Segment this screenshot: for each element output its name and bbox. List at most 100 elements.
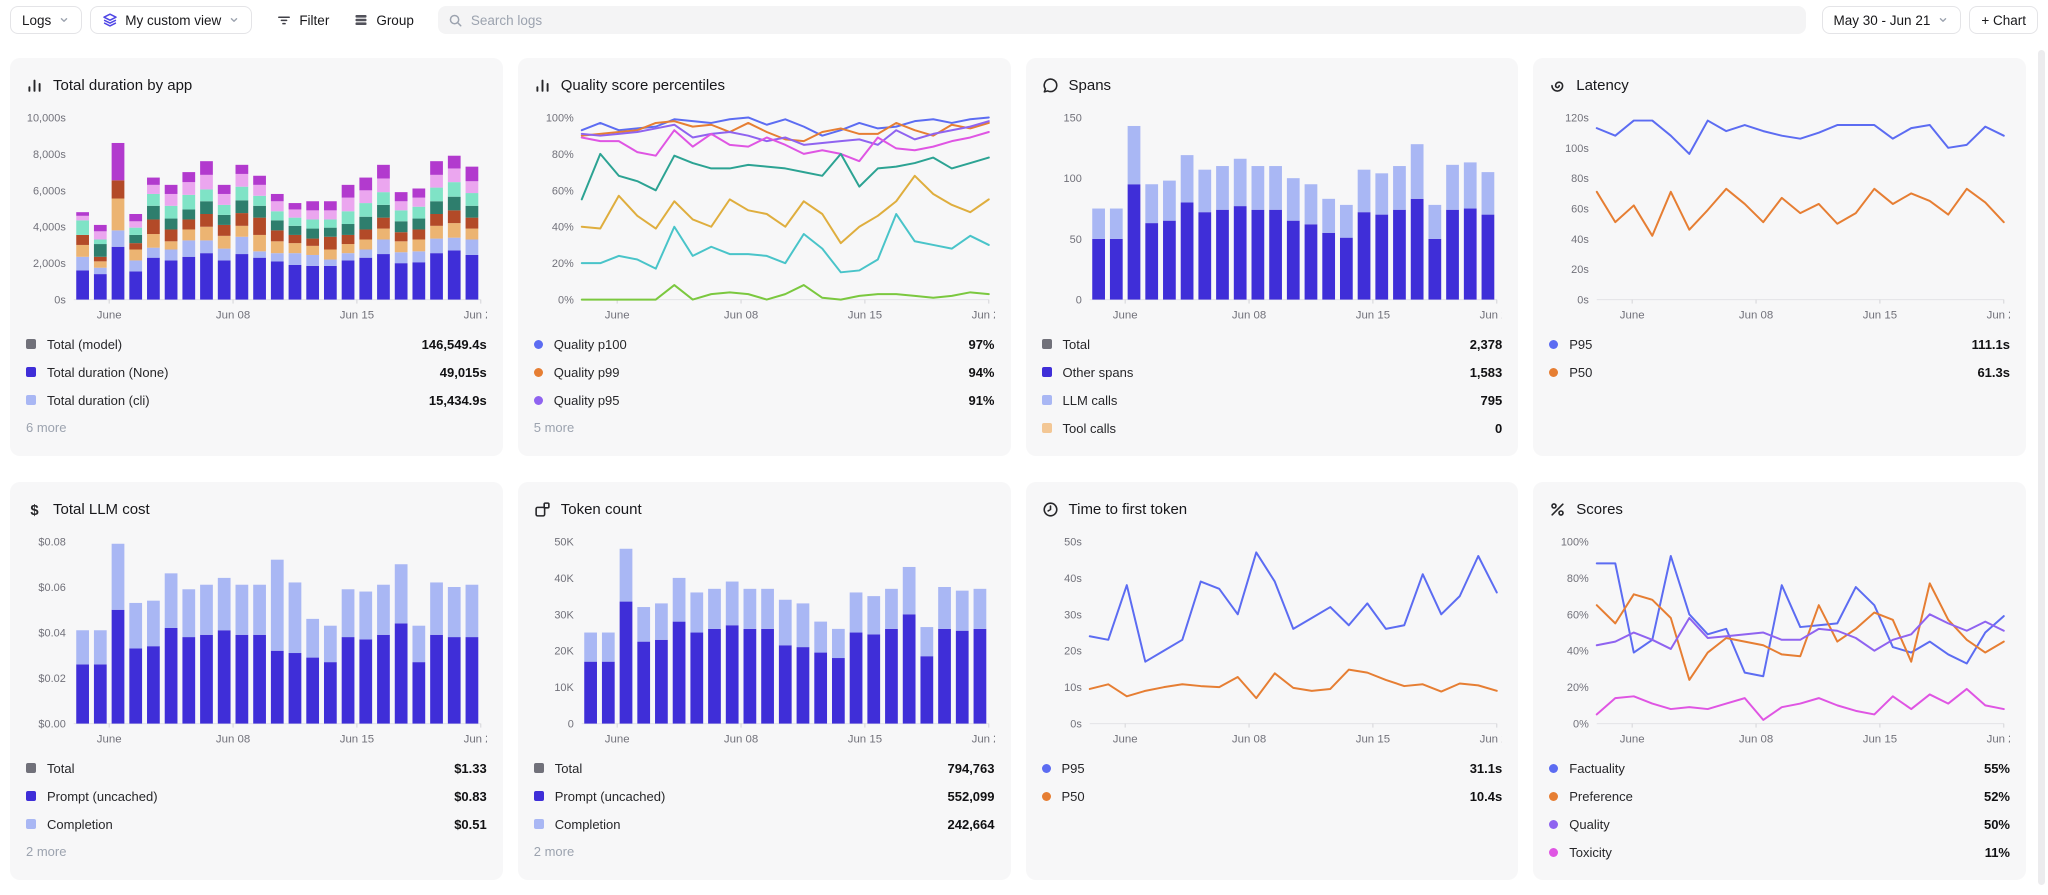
svg-text:$: $ bbox=[30, 502, 39, 517]
group-button[interactable]: Group bbox=[345, 6, 422, 34]
layers-icon bbox=[102, 12, 118, 28]
svg-text:100s: 100s bbox=[1565, 143, 1589, 155]
search-input[interactable] bbox=[470, 12, 1796, 28]
legend-marker-icon bbox=[26, 791, 36, 801]
svg-text:June: June bbox=[1620, 733, 1645, 745]
chart-canvas[interactable]: $0.00 $0.02 $0.04 $0.06 $0.08 June Jun 08 Jun 1… bbox=[26, 528, 487, 750]
legend-value: 49,015s bbox=[439, 364, 487, 380]
legend-label: P50 bbox=[1569, 364, 1593, 380]
chart-canvas[interactable]: 0s 20s 40s 60s 80s 100s 120s June Jun 08 Jun 15 Ju… bbox=[1549, 104, 2010, 326]
view-selector-label: My custom view bbox=[125, 12, 222, 28]
legend-item[interactable]: P50 10.4s bbox=[1041, 782, 1503, 810]
legend-item[interactable]: Completion 242,664 bbox=[533, 810, 995, 838]
chat-bubble-icon bbox=[1042, 77, 1059, 94]
legend-item[interactable]: Toxicity 11% bbox=[1549, 838, 2010, 866]
legend-item[interactable]: LLM calls 795 bbox=[1041, 386, 1502, 414]
legend-label: Quality p95 bbox=[553, 392, 620, 408]
legend-label: Other spans bbox=[1062, 364, 1134, 380]
legend-item[interactable]: Preference 52% bbox=[1549, 782, 2010, 810]
chart-canvas[interactable]: 0% 20% 40% 60% 80% 100% June Jun 08 Jun 15 Jun 22 bbox=[1549, 528, 2010, 750]
legend-item[interactable]: Prompt (uncached) $0.83 bbox=[26, 782, 487, 810]
legend-more-link[interactable]: 5 more bbox=[533, 419, 575, 435]
svg-text:$0.00: $0.00 bbox=[38, 719, 65, 731]
date-range-button[interactable]: May 30 - Jun 21 bbox=[1821, 6, 1962, 34]
clock-icon bbox=[1042, 501, 1059, 518]
legend-item[interactable]: Total duration (cli) 15,434.9s bbox=[26, 386, 487, 414]
legend-item[interactable]: Tool calls 0 bbox=[1041, 414, 1502, 442]
chart-canvas[interactable]: 0s 10s 20s 30s 40s 50s June Jun 08 Jun 15 Jun 22 bbox=[1042, 528, 1503, 750]
svg-text:40%: 40% bbox=[1567, 646, 1589, 658]
legend-label: Completion bbox=[554, 816, 621, 832]
view-selector-button[interactable]: My custom view bbox=[90, 6, 253, 34]
legend-item[interactable]: Quality p99 94% bbox=[533, 358, 995, 386]
svg-text:20s: 20s bbox=[1571, 264, 1589, 276]
legend-value: 2,378 bbox=[1469, 336, 1503, 352]
chart-title: Latency bbox=[1576, 76, 1629, 94]
legend-item[interactable]: Completion $0.51 bbox=[26, 810, 487, 838]
scrollbar[interactable] bbox=[2038, 50, 2045, 885]
legend-value: 50% bbox=[1983, 816, 2010, 832]
legend-value: 10.4s bbox=[1469, 788, 1503, 804]
logs-menu-button[interactable]: Logs bbox=[10, 6, 83, 34]
legend-more-link[interactable]: 2 more bbox=[533, 843, 575, 859]
legend-item[interactable]: P95 111.1s bbox=[1549, 330, 2010, 358]
svg-text:100%: 100% bbox=[1561, 536, 1589, 548]
filter-button[interactable]: Filter bbox=[268, 6, 337, 34]
legend-item[interactable]: Quality p95 91% bbox=[533, 386, 995, 414]
svg-text:$0.06: $0.06 bbox=[38, 582, 65, 594]
svg-text:June: June bbox=[97, 309, 122, 321]
svg-text:80%: 80% bbox=[552, 149, 574, 161]
legend-value: 31.1s bbox=[1469, 760, 1503, 776]
chart-canvas[interactable]: 0s 2,000s 4,000s 6,000s 8,000s 10,000s June Jun… bbox=[26, 104, 487, 326]
chart-canvas[interactable]: 0 10K 20K 30K 40K 50K June Jun 08 Jun 15 Jun 22 bbox=[534, 528, 995, 750]
svg-text:30K: 30K bbox=[554, 609, 574, 621]
legend-label: P95 bbox=[1569, 336, 1593, 352]
legend-label: Total duration (None) bbox=[47, 364, 169, 380]
legend-item[interactable]: Factuality 55% bbox=[1549, 754, 2010, 782]
chart-panel[interactable]: Latency 0s 20s 40s 60s 80s 100s 120s June Jun 08… bbox=[1533, 58, 2026, 456]
legend-more-link[interactable]: 6 more bbox=[26, 419, 67, 435]
legend-marker-icon bbox=[1549, 819, 1559, 829]
svg-text:20K: 20K bbox=[554, 646, 574, 658]
add-chart-label: + Chart bbox=[1981, 12, 2026, 28]
chart-panel[interactable]: Total duration by app 0s 2,000s 4,000s 6,00… bbox=[10, 58, 503, 456]
svg-text:100: 100 bbox=[1063, 173, 1081, 185]
add-chart-button[interactable]: + Chart bbox=[1969, 6, 2038, 34]
chart-canvas[interactable]: 0% 20% 40% 60% 80% 100% June Jun 08 Jun 15 Jun 22 bbox=[534, 104, 995, 326]
svg-text:Jun 15: Jun 15 bbox=[340, 733, 374, 745]
svg-text:100%: 100% bbox=[546, 112, 574, 124]
chart-panel[interactable]: Scores 0% 20% 40% 60% 80% 100% June Jun 08 Jun 1… bbox=[1533, 482, 2026, 880]
chart-legend: Total $1.33 Prompt (uncached) $0.83 Completi… bbox=[26, 754, 487, 864]
legend-item[interactable]: P50 61.3s bbox=[1549, 358, 2010, 386]
legend-item[interactable]: Total duration (None) 49,015s bbox=[26, 358, 487, 386]
legend-item[interactable]: Total (model) 146,549.4s bbox=[26, 330, 487, 358]
chart-panel[interactable]: Time to first token 0s 10s 20s 30s 40s 50s Jun… bbox=[1025, 482, 1519, 880]
chart-panel[interactable]: $ Total LLM cost $0.00 $0.02 $0.04 $0.06 $0.… bbox=[10, 482, 503, 880]
legend-more-link[interactable]: 2 more bbox=[26, 843, 67, 859]
legend-value: 11% bbox=[1984, 844, 2010, 860]
legend-marker-icon bbox=[533, 763, 544, 773]
legend-marker-icon bbox=[1041, 791, 1051, 801]
svg-text:0: 0 bbox=[567, 719, 573, 731]
chart-title: Token count bbox=[560, 500, 642, 518]
chart-legend: Total (model) 146,549.4s Total duration (N… bbox=[26, 330, 487, 440]
legend-label: Quality p100 bbox=[553, 336, 627, 352]
legend-item[interactable]: Quality 50% bbox=[1549, 810, 2010, 838]
chart-panel[interactable]: Spans 0 50 100 150 June Jun 08 Jun 15 Jun 22 To… bbox=[1025, 58, 1519, 456]
search-box[interactable] bbox=[437, 6, 1806, 34]
chart-panel[interactable]: Quality score percentiles 0% 20% 40% 60% 80%… bbox=[517, 58, 1011, 456]
chart-panel[interactable]: Token count 0 10K 20K 30K 40K 50K June Jun 08 Ju… bbox=[517, 482, 1011, 880]
svg-text:Jun 15: Jun 15 bbox=[340, 309, 374, 321]
legend-item[interactable]: Total $1.33 bbox=[26, 754, 487, 782]
svg-text:20%: 20% bbox=[1567, 682, 1589, 694]
legend-item[interactable]: Prompt (uncached) 552,099 bbox=[533, 782, 995, 810]
chart-canvas[interactable]: 0 50 100 150 June Jun 08 Jun 15 Jun 22 bbox=[1042, 104, 1503, 326]
svg-text:Jun 08: Jun 08 bbox=[1739, 733, 1773, 745]
legend-item[interactable]: Other spans 1,583 bbox=[1041, 358, 1502, 386]
chart-panel-header: Spans bbox=[1042, 70, 1503, 100]
legend-item[interactable]: Total 794,763 bbox=[533, 754, 995, 782]
legend-item[interactable]: P95 31.1s bbox=[1041, 754, 1503, 782]
legend-item[interactable]: Total 2,378 bbox=[1041, 330, 1503, 358]
group-rows-icon bbox=[353, 12, 369, 28]
legend-item[interactable]: Quality p100 97% bbox=[533, 330, 995, 358]
